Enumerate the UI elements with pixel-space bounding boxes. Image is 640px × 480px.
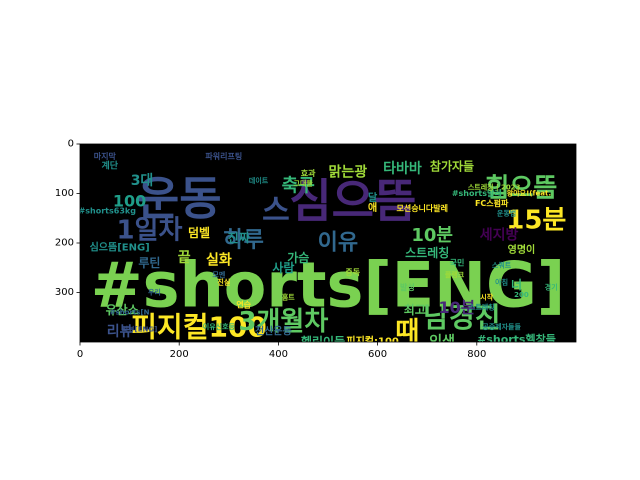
word-51: 전산운동 <box>255 325 292 338</box>
word-67: 경기 <box>545 283 558 292</box>
word-12: 때 <box>395 317 419 347</box>
word-21: 10분 <box>411 225 453 246</box>
word-46: #shorts발레 <box>452 188 502 198</box>
word-8: 1일차 <box>116 216 182 246</box>
word-36: 피지컬:100 <box>346 335 399 348</box>
word-17: 100 <box>113 191 146 210</box>
word-69: #shorts[N <box>110 308 150 316</box>
word-42: #shorts63kg <box>79 206 137 215</box>
word-16: 참가자들 <box>430 158 474 173</box>
word-44: 데이트 <box>249 176 269 185</box>
word-33: 인생 <box>429 333 455 350</box>
x-tick-label-3: 600 <box>368 349 387 360</box>
y-tick-label-2: 200 <box>55 238 74 249</box>
word-29: 심으뜸[ENG] <box>90 240 150 253</box>
word-32: 유산소 <box>106 302 139 317</box>
plot-background <box>80 144 576 342</box>
word-18: 3대 <box>131 173 154 189</box>
x-tick-label-1: 200 <box>170 349 189 360</box>
word-52: 스트레칭 <box>469 302 495 311</box>
word-60: 플랭크 <box>445 270 465 279</box>
word-5: 남경진 <box>423 301 500 334</box>
word-22: 세지방 <box>480 227 519 244</box>
y-tick-label-3: 300 <box>55 287 74 298</box>
word-68: 시작 <box>480 292 493 301</box>
word-30: 루틴 <box>138 255 160 270</box>
word-41: 마지막 <box>94 151 117 161</box>
word-37: #shorts헬창들 <box>477 332 556 346</box>
word-55: 홈트 <box>282 292 295 301</box>
word-70: 운동법 <box>497 208 516 217</box>
x-axis: 0 200 400 600 800 <box>77 342 486 360</box>
word-47: FC스펌파 <box>475 198 509 208</box>
word-31: 리뷰 <box>107 324 133 340</box>
word-45: 모션승니다발레 <box>396 203 448 213</box>
word-10: 하루 <box>223 228 263 253</box>
word-59: 아침 <box>495 278 508 287</box>
word-14: 맑는광 <box>329 164 368 181</box>
word-58: 200 <box>514 291 529 299</box>
word-20: 실화 <box>206 252 232 268</box>
word-65: 이유신호등 <box>203 322 236 331</box>
word-3: 피지컬100 <box>131 311 267 344</box>
word-7: 15분 <box>506 206 566 236</box>
word-1: 심으뜸 <box>289 174 416 228</box>
word-34: 최고 <box>404 302 426 317</box>
word-24: 스트레칭 <box>405 245 449 260</box>
word-0: #shorts[ENG] <box>91 249 566 322</box>
y-axis: 0 100 200 300 <box>55 139 80 298</box>
x-tick-label-4: 800 <box>467 349 486 360</box>
word-26: 사람 <box>272 260 294 275</box>
word-61: 진실 <box>217 278 230 287</box>
word-15: 타바바 <box>383 161 422 177</box>
word-53: 발성 <box>400 282 415 292</box>
word-49: 애 <box>368 201 377 214</box>
word-35: 헬린이들 <box>301 334 345 349</box>
word-66: 중독 <box>345 268 360 277</box>
word-56: 국민 <box>450 257 465 267</box>
x-tick-label-0: 0 <box>77 349 83 360</box>
word-74: 스트레칭 | 2023 <box>468 183 521 193</box>
word-11: 이유 <box>318 231 358 256</box>
word-64: 리뷰[ENG] <box>122 325 158 334</box>
word-54: 연습 <box>236 299 251 309</box>
word-73: 왕야요!(feat. <box>507 189 551 198</box>
word-57: 스쿼트 <box>492 260 512 269</box>
word-6: 힙으뜸 <box>486 174 558 204</box>
x-tick-label-2: 400 <box>269 349 288 360</box>
word-63: 우리 <box>148 288 161 297</box>
word-4: 3개월차 <box>238 307 328 337</box>
y-tick-label-1: 100 <box>55 188 74 199</box>
word-43: 파워리프팅 <box>205 151 242 161</box>
word-62: 모멘 <box>212 270 225 279</box>
word-50: 효과 <box>301 168 316 178</box>
word-40: 계단 <box>101 159 118 171</box>
word-19: 끝 <box>178 250 191 266</box>
word-48: 달 <box>368 192 378 204</box>
word-39: 너 <box>511 277 522 292</box>
word-2: 운동 <box>137 171 222 225</box>
word-13: 축구 <box>282 176 315 197</box>
word-38: 영명이 <box>508 243 536 256</box>
word-23: 10분 <box>438 298 475 317</box>
word-27: 진짜 <box>228 230 250 245</box>
word-28: 덤벨 <box>188 225 210 240</box>
word-71: 그대들 <box>294 179 314 188</box>
word-9: 스 <box>262 193 290 228</box>
y-tick-label-0: 0 <box>68 139 74 150</box>
word-72: 공중제자들들 <box>482 322 521 331</box>
word-25: 가슴 <box>287 250 309 265</box>
